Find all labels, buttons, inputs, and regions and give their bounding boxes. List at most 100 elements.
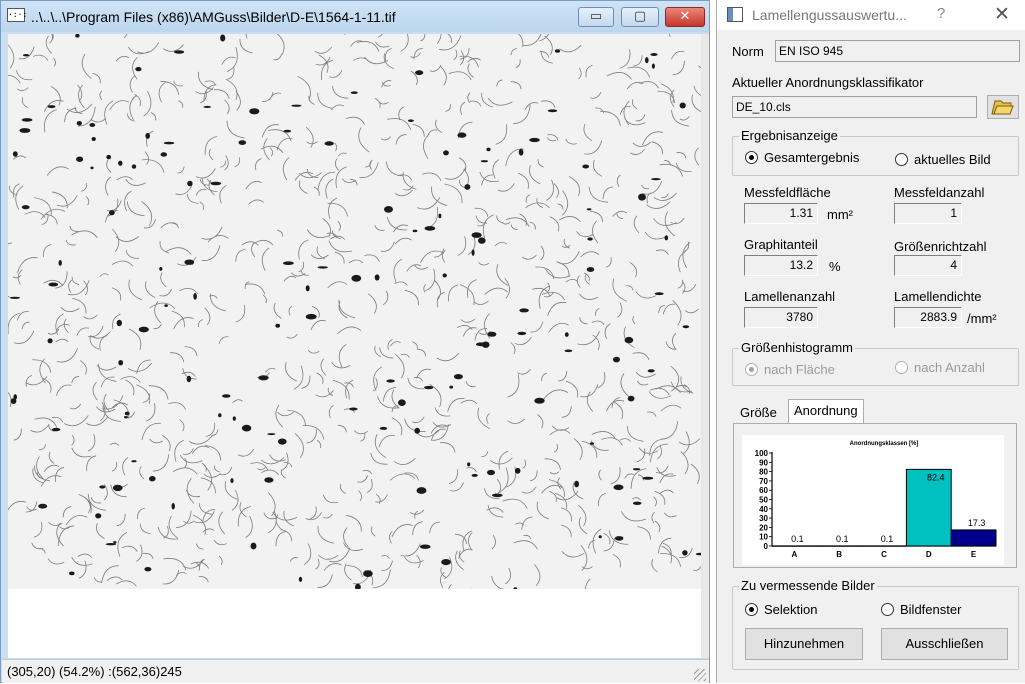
graphite-particle [513,587,518,589]
tab-groesse[interactable]: Größe [740,405,777,420]
messfeldflaeche-unit: mm² [827,207,853,222]
tab-anordnung[interactable]: Anordnung [788,399,864,424]
x-tick-label: C [881,550,887,559]
images-to-measure-group: Zu vermessende Bilder Selektion Bildfens… [732,578,1019,670]
add-button[interactable]: Hinzunehmen [745,628,863,660]
size-histogram-group: Größenhistogramm nach Fläche nach Anzahl [732,340,1019,386]
graphite-particle [471,473,478,477]
y-tick-label: 30 [759,514,768,523]
graphite-particle [679,102,686,109]
messfeldanzahl-label: Messfeldanzahl [894,185,985,200]
graphite-particle [412,229,418,233]
graphite-particle [586,267,595,272]
radio-unselected-icon [895,361,908,374]
graphite-particle [386,379,395,383]
graphite-particle [305,313,317,320]
graphite-particle [19,128,31,133]
graphite-particle [9,296,21,299]
vertical-scrollbar[interactable] [701,34,709,658]
graphite-particle [638,193,646,201]
bar-value-label: 0.1 [836,534,849,544]
graphite-particle [48,282,59,287]
chart-title: Anordnungsklassen [%] [850,441,919,447]
graphite-particle [10,398,17,404]
graphite-particle [105,543,117,546]
graphite-particle [471,232,482,238]
graphite-particle [193,293,197,300]
image-window-titlebar[interactable]: ·:·: ..\..\..\Program Files (x86)\AMGuss… [1,1,709,32]
graphite-particle [424,385,434,390]
graphite-particle [415,70,424,76]
micrograph-image[interactable] [8,34,701,589]
dialog-close-icon[interactable]: ✕ [994,4,1010,25]
radio-selektion[interactable]: Selektion [745,602,817,617]
graphite-particle [38,503,48,509]
radio-gesamtergebnis[interactable]: Gesamtergebnis [745,150,859,165]
graphite-particle [514,467,521,474]
graphite-particle [564,332,569,337]
graphite-particle [275,323,281,328]
radio-nach-flaeche-label: nach Fläche [764,362,835,377]
graphite-particle [467,462,471,467]
radio-unselected-icon [881,603,894,616]
graphite-particle [350,91,358,94]
graphite-lamella [8,34,701,589]
graphite-particle [351,274,362,282]
maximize-button[interactable]: ▢ [621,7,659,27]
bar-value-label: 82.4 [927,472,945,482]
graphite-particle [238,140,247,145]
resize-grip-icon[interactable] [694,669,706,681]
image-file-icon: ·:·: [7,8,27,22]
graphite-particle [230,478,234,483]
image-window[interactable]: ·:·: ..\..\..\Program Files (x86)\AMGuss… [0,0,710,683]
graphite-particle [613,484,624,491]
groessenrichtzahl-label: Größenrichtzahl [894,239,987,254]
close-button[interactable]: ✕ [665,7,705,27]
radio-nach-flaeche[interactable]: nach Fläche [745,362,835,377]
graphite-particle [76,121,82,126]
exclude-button[interactable]: Ausschließen [881,628,1008,660]
graphite-particle [534,397,545,404]
graphite-particle [118,160,123,166]
radio-nach-anzahl[interactable]: nach Anzahl [895,360,985,375]
graphite-particle [574,480,579,488]
graphite-particle [76,156,84,162]
radio-bildfenster-label: Bildfenster [900,602,962,617]
radio-selected-icon [745,603,758,616]
graphite-particle [184,259,195,265]
graphite-particle [159,267,163,271]
graphite-particle [614,536,624,541]
graphite-particle [21,205,30,210]
lamellenanzahl-value: 3780 [744,307,818,328]
graphitanteil-label: Graphitanteil [744,237,818,252]
status-text: (305,20) (54.2%) :(562,36)245 [7,664,182,679]
graphite-particle [113,541,117,544]
y-tick-label: 20 [759,523,768,532]
graphite-particle [492,493,503,498]
graphite-particle [218,413,222,418]
radio-bildfenster[interactable]: Bildfenster [881,602,961,617]
minimize-button[interactable]: ▭ [578,7,614,27]
bar-C [861,545,907,547]
graphite-particle [443,150,449,156]
graphite-particle [90,166,94,170]
graphite-particle [363,570,373,577]
graphitanteil-unit: % [829,259,841,274]
dialog-titlebar[interactable]: Lamellengussauswertu... ? ✕ [717,0,1025,30]
graphite-particle [471,249,475,256]
graphite-particle [487,331,497,337]
status-bar: (305,20) (54.2%) :(562,36)245 [2,659,709,683]
graphite-particle [518,148,524,156]
graphite-particle [408,119,414,122]
open-classifier-button[interactable] [987,95,1019,119]
classifier-label: Aktueller Anordnungsklassifikator [732,75,924,90]
graphite-particle [298,576,303,582]
graphite-particle [164,304,168,307]
help-icon[interactable]: ? [937,5,946,22]
graphite-particle [449,385,454,389]
radio-aktuelles-bild[interactable]: aktuelles Bild [895,152,991,167]
graphite-particle [95,513,102,519]
graphite-particle [414,427,421,434]
graphite-particle [75,34,80,38]
graphite-particle [398,399,406,407]
